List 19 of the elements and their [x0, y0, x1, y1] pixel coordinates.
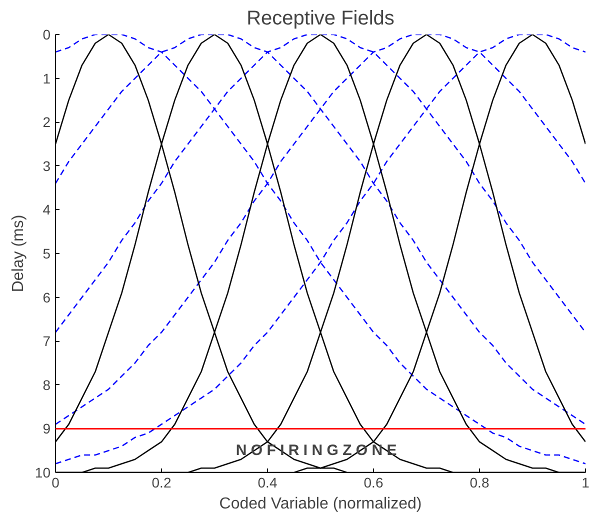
x-tick-label: 1: [582, 474, 590, 490]
x-tick-label: 0.8: [470, 474, 490, 490]
x-tick-label: 0.4: [258, 474, 278, 490]
y-tick-label: 5: [42, 246, 51, 262]
x-tick-label: 0.6: [364, 474, 384, 490]
y-tick-label: 10: [34, 464, 51, 480]
y-tick-label: 2: [42, 114, 51, 130]
y-tick-label: 4: [42, 202, 51, 218]
chart-title: Receptive Fields: [246, 8, 394, 30]
y-tick-label: 7: [42, 333, 51, 350]
y-tick-label: 6: [42, 289, 51, 306]
y-axis-title: Delay (ms): [10, 214, 27, 292]
y-tick-label: 8: [42, 376, 51, 393]
y-tick-label: 3: [42, 158, 51, 174]
y-tick-label: 1: [42, 70, 51, 86]
y-tick-label: 0: [42, 26, 51, 42]
y-tick-label: 9: [42, 420, 51, 437]
x-axis-title: Coded Variable (normalized): [219, 496, 422, 512]
x-tick-label: 0.2: [152, 474, 172, 490]
